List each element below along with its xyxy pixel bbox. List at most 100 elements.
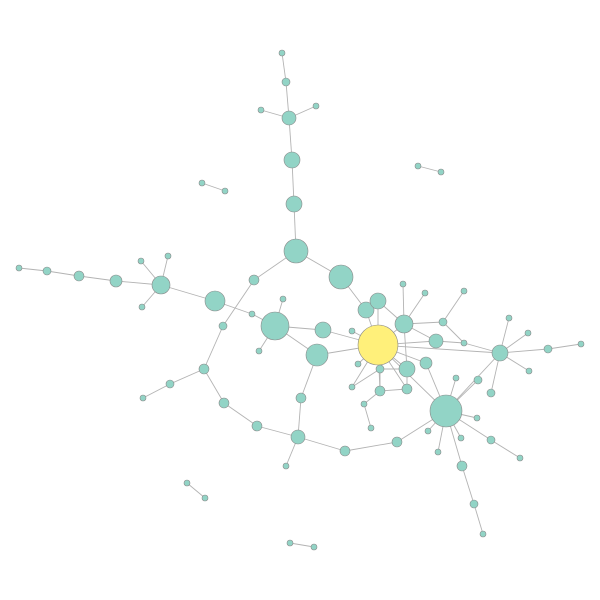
graph-node[interactable]	[505, 314, 513, 322]
graph-node[interactable]	[375, 364, 385, 374]
graph-edge	[351, 368, 381, 388]
graph-edge	[344, 441, 398, 452]
graph-node[interactable]	[283, 151, 301, 169]
graph-node[interactable]	[305, 343, 329, 367]
graph-node[interactable]	[437, 168, 445, 176]
graph-node[interactable]	[278, 49, 286, 57]
graph-node[interactable]	[283, 238, 309, 264]
graph-node[interactable]	[429, 394, 463, 428]
graph-node[interactable]	[165, 379, 175, 389]
graph-node[interactable]	[73, 270, 85, 282]
graph-node[interactable]	[577, 340, 585, 348]
graph-node[interactable]	[369, 292, 387, 310]
graph-node[interactable]	[456, 460, 468, 472]
graph-node[interactable]	[221, 187, 229, 195]
graph-node[interactable]	[183, 479, 191, 487]
graph-edge	[442, 290, 465, 323]
graph-node[interactable]	[279, 295, 287, 303]
graph-edge	[473, 503, 484, 535]
graph-node[interactable]	[295, 392, 307, 404]
graph-node[interactable]	[248, 310, 256, 318]
graph-edge	[547, 343, 582, 350]
graph-edge	[18, 267, 48, 272]
graph-node[interactable]	[137, 257, 145, 265]
graph-node[interactable]	[479, 530, 487, 538]
graph-node[interactable]	[357, 301, 375, 319]
graph-node[interactable]	[218, 321, 228, 331]
graph-node-highlighted[interactable]	[357, 324, 399, 366]
graph-node[interactable]	[282, 462, 290, 470]
graph-node[interactable]	[251, 420, 263, 432]
graph-node[interactable]	[218, 397, 230, 409]
graph-node[interactable]	[525, 367, 533, 375]
graph-node[interactable]	[452, 374, 460, 382]
graph-node[interactable]	[524, 329, 532, 337]
graph-node[interactable]	[460, 339, 468, 347]
graph-node[interactable]	[201, 494, 209, 502]
graph-node[interactable]	[15, 264, 23, 272]
graph-node[interactable]	[198, 179, 206, 187]
graph-node[interactable]	[424, 427, 432, 435]
graph-node[interactable]	[419, 356, 433, 370]
graph-node[interactable]	[281, 77, 291, 87]
graph-node[interactable]	[367, 424, 375, 432]
graph-node[interactable]	[257, 106, 265, 114]
graph-node[interactable]	[428, 333, 444, 349]
graph-node[interactable]	[374, 385, 386, 397]
graph-edge	[203, 368, 225, 404]
graph-node[interactable]	[394, 314, 414, 334]
graph-edge	[223, 402, 258, 427]
graph-node[interactable]	[414, 162, 422, 170]
graph-node[interactable]	[401, 383, 413, 395]
graph-node[interactable]	[469, 499, 479, 509]
graph-node[interactable]	[543, 344, 553, 354]
graph-node[interactable]	[312, 102, 320, 110]
graph-node[interactable]	[204, 290, 226, 312]
graph-node[interactable]	[486, 388, 496, 398]
graph-node[interactable]	[314, 321, 332, 339]
graph-node[interactable]	[516, 454, 524, 462]
graph-edge	[281, 52, 287, 83]
graph-node[interactable]	[285, 195, 303, 213]
graph-node[interactable]	[255, 347, 263, 355]
graph-node[interactable]	[260, 311, 290, 341]
graph-node[interactable]	[139, 394, 147, 402]
graph-node[interactable]	[399, 280, 407, 288]
graph-node[interactable]	[360, 400, 368, 408]
graph-node[interactable]	[391, 436, 403, 448]
graph-node[interactable]	[457, 434, 465, 442]
graph-node[interactable]	[398, 360, 416, 378]
graph-node[interactable]	[164, 252, 172, 260]
graph-node[interactable]	[42, 266, 52, 276]
graph-node[interactable]	[328, 264, 354, 290]
graph-edge	[169, 368, 205, 385]
graph-node[interactable]	[348, 383, 356, 391]
graph-node[interactable]	[354, 360, 362, 368]
graph-edge	[222, 279, 255, 327]
graph-node[interactable]	[290, 429, 306, 445]
graph-node[interactable]	[473, 375, 483, 385]
graph-node[interactable]	[491, 344, 509, 362]
graph-node[interactable]	[339, 445, 351, 457]
graph-node[interactable]	[473, 414, 481, 422]
graph-node[interactable]	[198, 363, 210, 375]
graph-node[interactable]	[421, 289, 429, 297]
graph-node[interactable]	[151, 275, 171, 295]
graph-node[interactable]	[109, 274, 123, 288]
graph-node[interactable]	[438, 317, 448, 327]
graph-node[interactable]	[460, 287, 468, 295]
graph-edge	[142, 383, 171, 399]
graph-node[interactable]	[486, 435, 496, 445]
graph-edge	[363, 403, 372, 429]
graph-node[interactable]	[281, 110, 297, 126]
graph-edge	[461, 465, 475, 505]
graph-node[interactable]	[286, 539, 294, 547]
graph-node[interactable]	[348, 327, 356, 335]
graph-edge	[201, 182, 226, 192]
graph-node[interactable]	[248, 274, 260, 286]
graph-node[interactable]	[138, 303, 146, 311]
graph-edge	[417, 165, 442, 173]
graph-node[interactable]	[310, 543, 318, 551]
graph-node[interactable]	[434, 448, 442, 456]
graph-edge	[377, 344, 501, 354]
